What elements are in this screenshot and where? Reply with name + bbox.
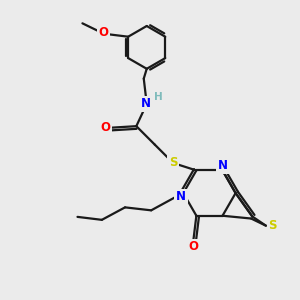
- Text: N: N: [176, 190, 186, 203]
- Text: O: O: [188, 240, 198, 253]
- Text: S: S: [268, 219, 277, 232]
- Text: O: O: [100, 121, 110, 134]
- Text: S: S: [169, 156, 177, 169]
- Text: N: N: [140, 98, 151, 110]
- Text: O: O: [99, 26, 109, 39]
- Text: H: H: [154, 92, 162, 102]
- Text: N: N: [218, 160, 228, 172]
